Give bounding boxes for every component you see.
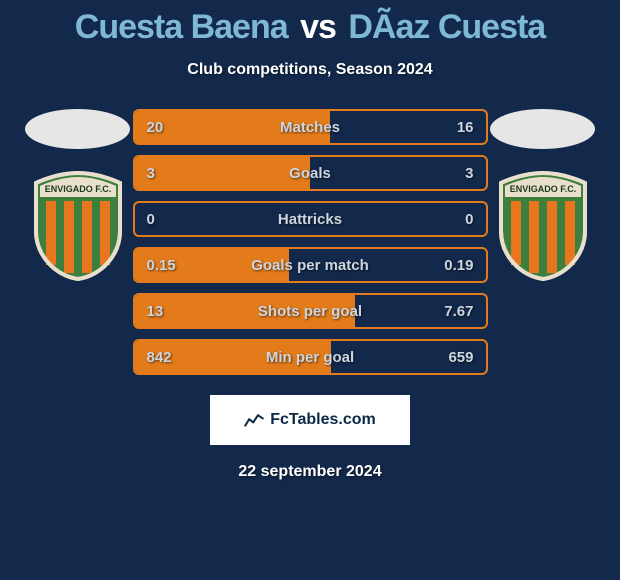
- stat-label: Hattricks: [278, 211, 342, 228]
- stat-row: 13 Shots per goal 7.67: [133, 293, 488, 329]
- stat-right-value: 0.19: [444, 257, 473, 274]
- stat-label: Min per goal: [266, 349, 354, 366]
- right-side: ENVIGADO F.C.: [488, 109, 598, 281]
- left-side: ENVIGADO F.C.: [23, 109, 133, 281]
- main-row: ENVIGADO F.C. 20 Matches 16 3 Goals: [0, 109, 620, 375]
- stat-row: 20 Matches 16: [133, 109, 488, 145]
- stat-right-value: 16: [457, 119, 474, 136]
- stat-left-value: 0.15: [147, 257, 176, 274]
- comparison-card: Cuesta Baena vs DÃ­az Cuesta Club compet…: [0, 0, 620, 481]
- stat-row: 0.15 Goals per match 0.19: [133, 247, 488, 283]
- stat-label: Goals per match: [251, 257, 369, 274]
- stat-left-value: 842: [147, 349, 172, 366]
- stat-right-value: 659: [448, 349, 473, 366]
- stats-column: 20 Matches 16 3 Goals 3 0 Hattricks 0 0.…: [133, 109, 488, 375]
- attribution-text: FcTables.com: [244, 411, 376, 429]
- stat-right-value: 0: [465, 211, 473, 228]
- player1-name: Cuesta Baena: [75, 8, 288, 46]
- page-title: Cuesta Baena vs DÃ­az Cuesta: [75, 8, 545, 47]
- stat-left-value: 0: [147, 211, 155, 228]
- stat-fill: [135, 157, 311, 189]
- stat-right-value: 3: [465, 165, 473, 182]
- player2-name: DÃ­az Cuesta: [348, 8, 545, 46]
- stat-left-value: 20: [147, 119, 164, 136]
- envigado-badge-icon: ENVIGADO F.C.: [493, 171, 593, 281]
- vs-label: vs: [300, 8, 336, 46]
- stat-label: Goals: [289, 165, 331, 182]
- stat-left-value: 13: [147, 303, 164, 320]
- stat-row: 3 Goals 3: [133, 155, 488, 191]
- stat-right-value: 7.67: [444, 303, 473, 320]
- envigado-badge-icon: ENVIGADO F.C.: [28, 171, 128, 281]
- stat-row: 0 Hattricks 0: [133, 201, 488, 237]
- attribution-badge: FcTables.com: [210, 395, 410, 445]
- player2-club-badge: ENVIGADO F.C.: [493, 171, 593, 281]
- stat-label: Matches: [280, 119, 340, 136]
- chart-icon: [244, 412, 264, 428]
- stat-label: Shots per goal: [258, 303, 362, 320]
- subtitle: Club competitions, Season 2024: [187, 61, 432, 79]
- player2-avatar: [490, 109, 595, 149]
- player1-avatar: [25, 109, 130, 149]
- badge-text: ENVIGADO F.C.: [44, 184, 111, 194]
- stat-left-value: 3: [147, 165, 155, 182]
- player1-club-badge: ENVIGADO F.C.: [28, 171, 128, 281]
- badge-text: ENVIGADO F.C.: [509, 184, 576, 194]
- stat-row: 842 Min per goal 659: [133, 339, 488, 375]
- comparison-date: 22 september 2024: [238, 463, 381, 481]
- attribution-label: FcTables.com: [270, 411, 376, 429]
